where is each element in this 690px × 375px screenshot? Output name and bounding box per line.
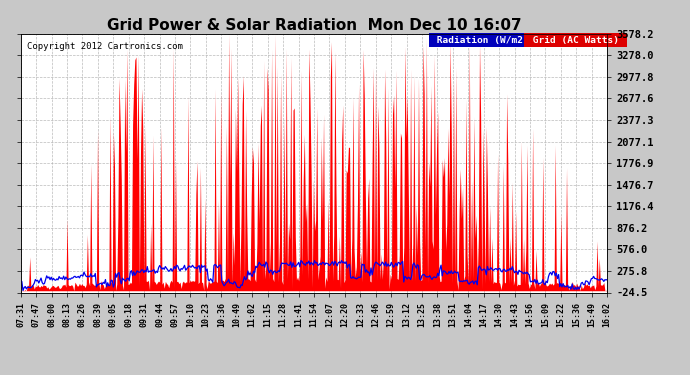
Text: Radiation (W/m2): Radiation (W/m2) [431, 36, 535, 45]
Title: Grid Power & Solar Radiation  Mon Dec 10 16:07: Grid Power & Solar Radiation Mon Dec 10 … [107, 18, 521, 33]
Text: Grid (AC Watts): Grid (AC Watts) [527, 36, 624, 45]
Text: Copyright 2012 Cartronics.com: Copyright 2012 Cartronics.com [26, 42, 182, 51]
